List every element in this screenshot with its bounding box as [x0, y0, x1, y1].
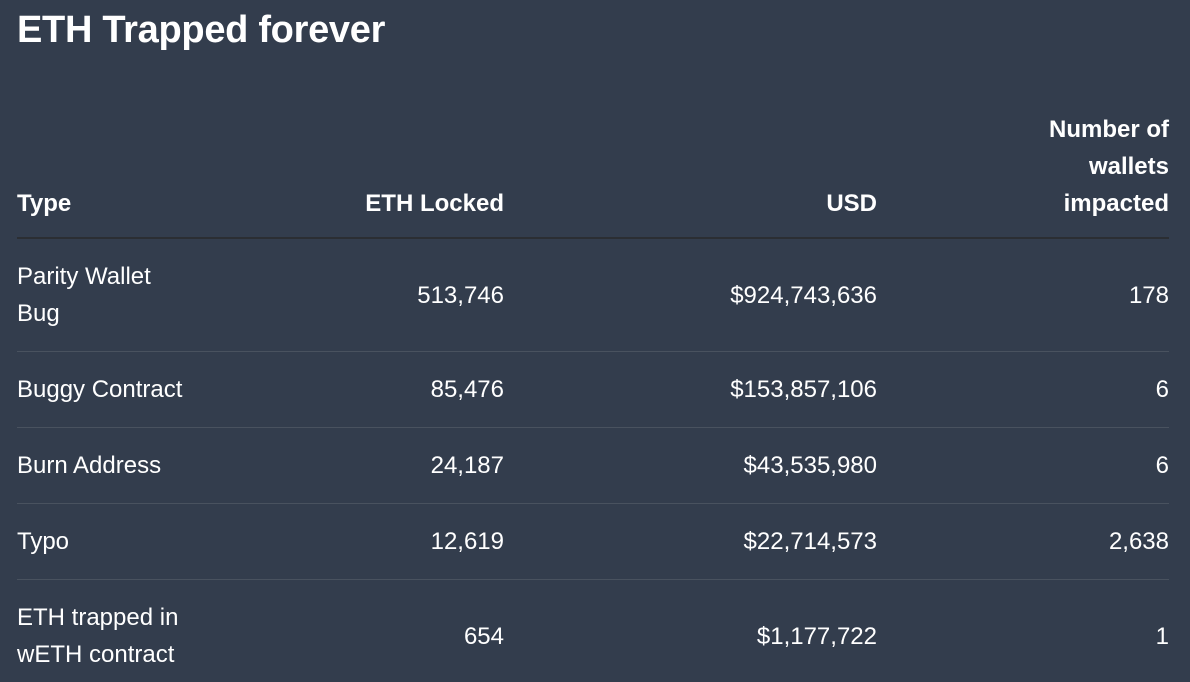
eth-locked-cell: 654 — [300, 579, 504, 682]
eth-locked-cell: 12,619 — [300, 503, 504, 580]
wallets-cell: 2,638 — [877, 503, 1169, 580]
usd-cell: $924,743,636 — [730, 281, 877, 309]
wallets-cell: 6 — [877, 351, 1169, 428]
type-cell: Parity Wallet Bug — [17, 238, 300, 352]
table-header: Type ETH Locked USD Number of wallets im… — [17, 111, 1169, 239]
column-header-wallets-label: Number of wallets impacted — [1049, 116, 1169, 217]
eth-locked-cell: 85,476 — [300, 351, 504, 428]
type-label: Burn Address — [17, 452, 162, 479]
eth-locked-cell: 24,187 — [300, 427, 504, 504]
page-title: ETH Trapped forever — [17, 9, 386, 51]
header-row: Type ETH Locked USD Number of wallets im… — [17, 111, 1169, 239]
column-header-wallets: Number of wallets impacted — [877, 111, 1169, 239]
type-cell: Burn Address — [17, 427, 300, 504]
type-label: Typo — [17, 528, 70, 555]
wallets-cell: 178 — [1128, 281, 1169, 309]
wallets-cell: 6 — [877, 427, 1169, 504]
wallets-cell: 1 — [877, 579, 1169, 682]
column-header-usd: USD — [504, 111, 877, 239]
column-header-eth-locked: ETH Locked — [300, 111, 504, 239]
table-row: Typo 12,619 $22,714,573 2,638 — [17, 503, 1169, 580]
type-label: ETH trapped in wETH contract — [17, 604, 179, 668]
eth-trapped-table: Type ETH Locked USD Number of wallets im… — [17, 111, 1169, 682]
type-label: Buggy Contract — [17, 376, 183, 403]
type-cell: ETH trapped in wETH contract — [17, 579, 300, 682]
table-row: Burn Address 24,187 $43,535,980 6 — [17, 427, 1169, 504]
type-label: Parity Wallet Bug — [17, 263, 151, 327]
table-row: Parity Wallet Bug 513,746 $924,743,636 1… — [17, 238, 1169, 352]
table-row: Buggy Contract 85,476 $153,857,106 6 — [17, 351, 1169, 428]
usd-cell: $22,714,573 — [504, 503, 877, 580]
type-cell: Typo — [17, 503, 300, 580]
table-body: Parity Wallet Bug 513,746 $924,743,636 1… — [17, 238, 1169, 682]
column-header-type: Type — [17, 111, 300, 239]
usd-cell: $153,857,106 — [504, 351, 877, 428]
usd-cell: $43,535,980 — [504, 427, 877, 504]
eth-locked-cell: 513,746 — [417, 281, 504, 309]
type-cell: Buggy Contract — [17, 351, 300, 428]
usd-cell: $1,177,722 — [504, 579, 877, 682]
table-row: ETH trapped in wETH contract 654 $1,177,… — [17, 579, 1169, 682]
